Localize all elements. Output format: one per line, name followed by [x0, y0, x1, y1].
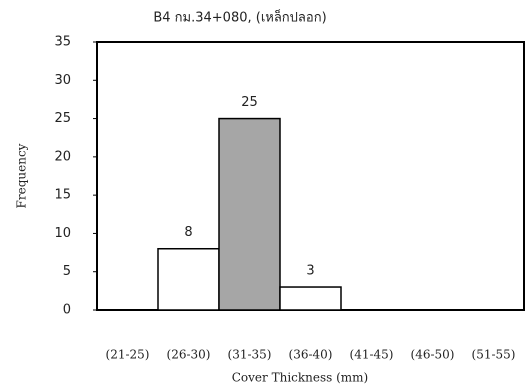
y-tick-label: 15: [54, 188, 71, 203]
bar: [279, 286, 342, 311]
y-tick-label: 5: [63, 264, 71, 279]
x-tick-label: (51-55): [472, 348, 516, 362]
data-label: 25: [241, 95, 258, 110]
x-tick-label: (26-30): [167, 348, 211, 362]
x-axis-label: Cover Thickness (mm): [232, 371, 368, 385]
y-tick-label: 25: [54, 111, 71, 126]
y-tick-label: 35: [54, 35, 71, 50]
x-tick-label: (36-40): [289, 348, 333, 362]
y-tick-label: 20: [54, 149, 71, 164]
y-tick-label: 10: [54, 226, 71, 241]
x-tick-label: (46-50): [411, 348, 455, 362]
x-tick-label: (21-25): [106, 348, 150, 362]
data-label: 8: [184, 225, 192, 240]
x-tick-label: (31-35): [228, 348, 272, 362]
x-tick-label: (41-45): [350, 348, 394, 362]
y-axis-label: Frequency: [15, 143, 29, 208]
y-tick-label: 30: [54, 73, 71, 88]
bar: [218, 117, 281, 311]
data-label: 3: [306, 264, 314, 279]
chart-title: B4 กม.34+080, (เหล็กปลอก): [153, 8, 326, 26]
y-tick-label: 0: [63, 303, 71, 318]
bar: [157, 247, 220, 311]
